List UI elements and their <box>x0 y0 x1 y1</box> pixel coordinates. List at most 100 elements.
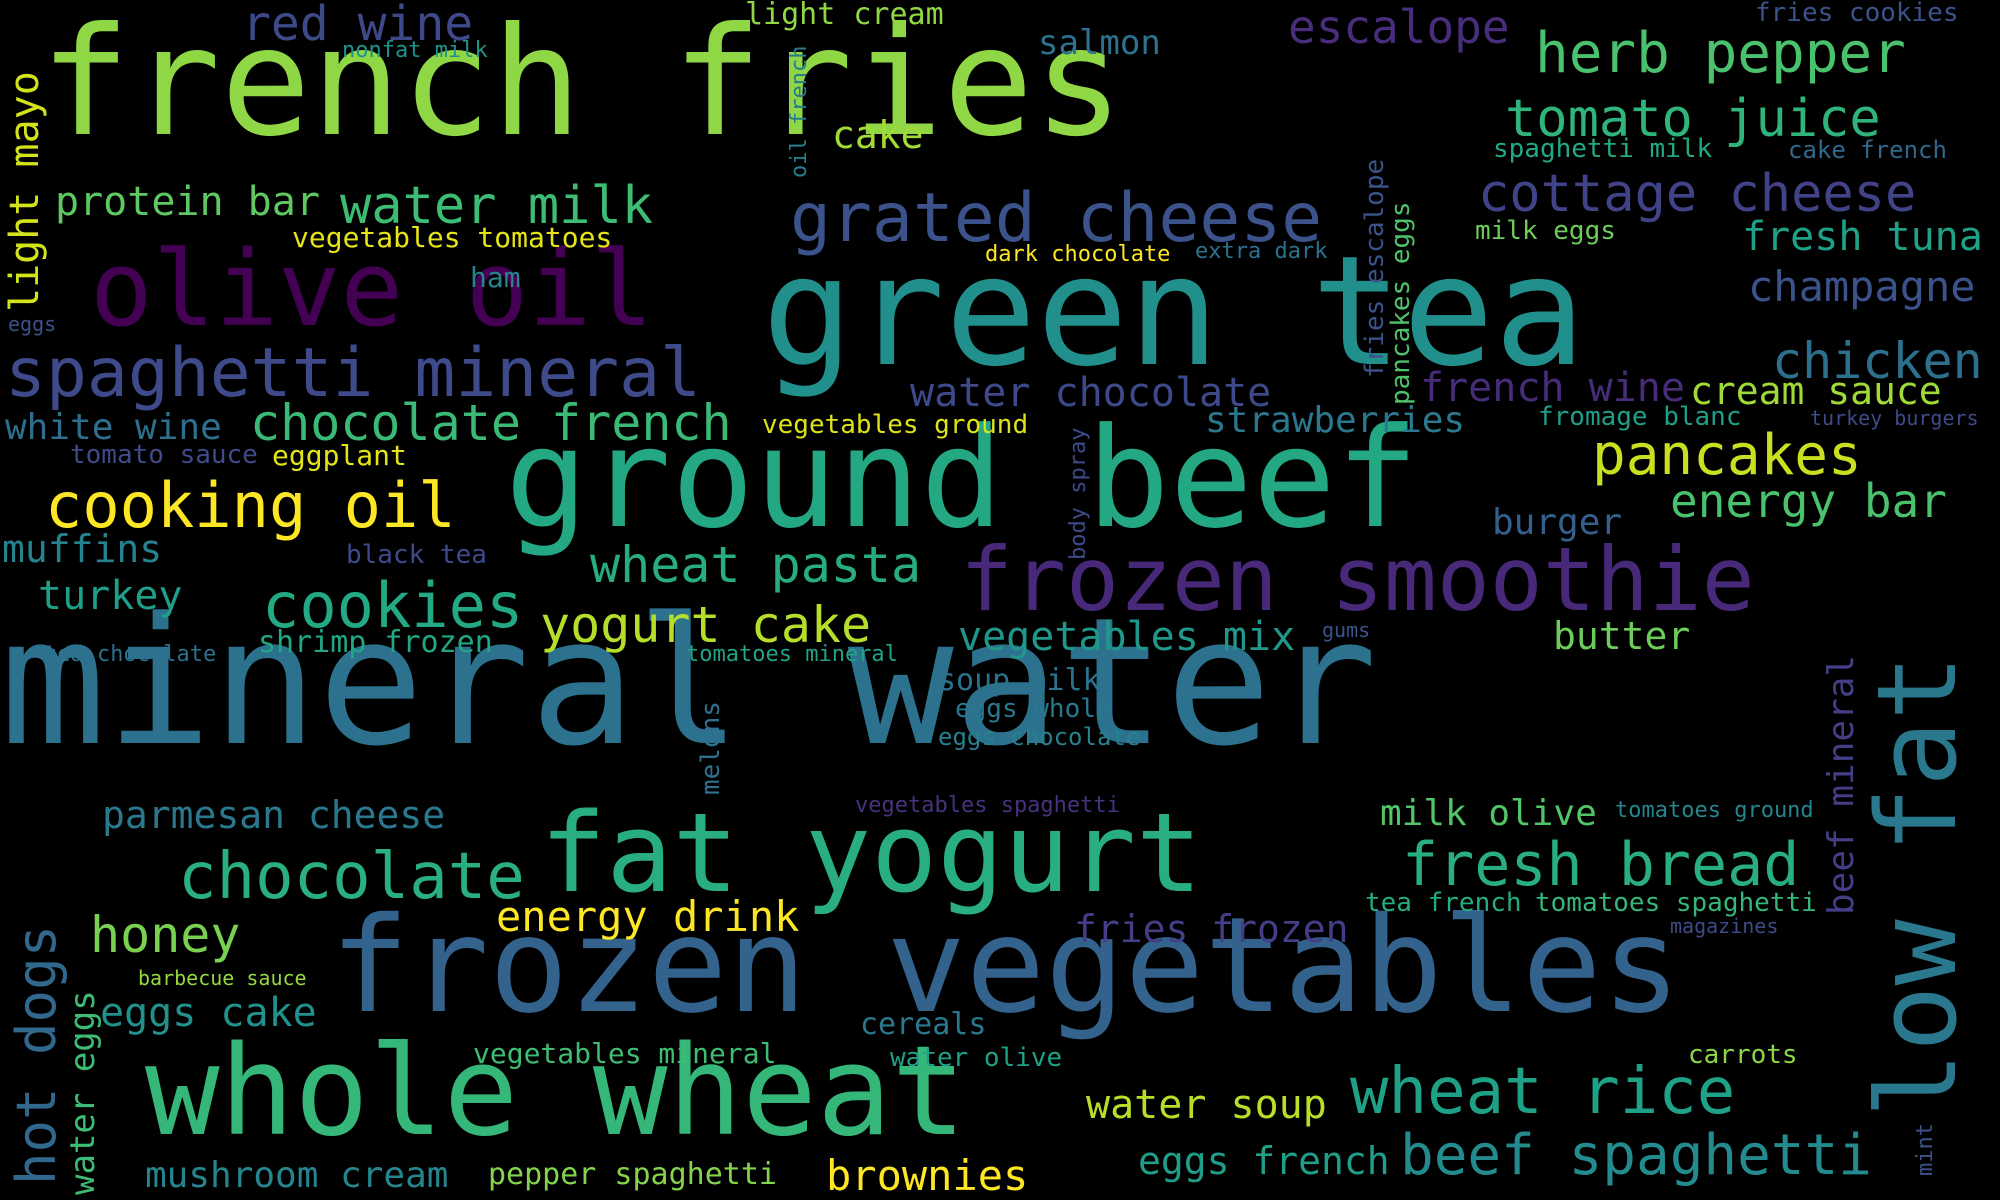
word: cake french <box>1788 136 1947 164</box>
word: white wine <box>5 407 222 448</box>
word: water eggs <box>63 990 103 1195</box>
word: energy drink <box>496 892 800 941</box>
word: champagne <box>1748 262 1976 311</box>
word: vegetables spaghetti <box>855 793 1120 818</box>
word: strawberries <box>1205 400 1466 441</box>
word: cereals <box>860 1007 987 1042</box>
word: beef spaghetti <box>1400 1123 1873 1188</box>
word: mint <box>1913 1123 1938 1176</box>
word: water olive <box>890 1043 1063 1073</box>
word: fromage blanc <box>1538 402 1742 432</box>
word: cookies <box>262 569 524 642</box>
word: eggs <box>8 312 57 336</box>
word: soup milk <box>938 663 1101 698</box>
word: frozen smoothie <box>960 528 1755 631</box>
word: pancakes eggs <box>1386 201 1416 406</box>
word: ham <box>470 261 521 294</box>
word: low fat <box>1853 654 1981 1118</box>
word: turkey burgers <box>1810 406 1979 430</box>
word: eggplant <box>272 439 407 472</box>
word: tomatoes mineral <box>686 642 898 667</box>
word: spaghetti milk <box>1493 134 1713 164</box>
word: tomatoes spaghetti <box>1535 888 1817 918</box>
word: escalope <box>1288 0 1510 54</box>
word: eggs chocolate <box>938 723 1141 751</box>
word: oil french <box>787 45 812 178</box>
word: cooking oil <box>45 469 456 542</box>
word: cottage cheese <box>1478 164 1917 224</box>
word: magazines <box>1670 914 1779 938</box>
word: mushroom cream <box>145 1155 449 1196</box>
word: french fries <box>40 0 1124 170</box>
word: tomato sauce <box>70 440 258 470</box>
word: extra dark <box>1195 239 1328 264</box>
word: pepper spaghetti <box>488 1157 777 1192</box>
word: eggs whole <box>955 694 1112 724</box>
word: fresh tuna <box>1742 214 1983 260</box>
word: chicken <box>1772 332 1983 390</box>
word: carrots <box>1688 1040 1798 1070</box>
word: yogurt cake <box>540 596 872 654</box>
word: body spray <box>1066 427 1091 560</box>
word: green tea <box>762 223 1586 400</box>
word: frozen vegetables <box>330 889 1682 1043</box>
word: nonfat milk <box>342 38 488 63</box>
word: eggs cake <box>100 990 317 1036</box>
word: vegetables ground <box>762 410 1029 440</box>
word: fat yogurt <box>540 789 1203 917</box>
word: mineral water <box>0 580 1378 785</box>
word: tea chocolate <box>44 642 217 667</box>
word: beef mineral <box>1821 654 1862 915</box>
word: turkey <box>38 573 183 619</box>
word: vegetables mineral <box>473 1037 777 1070</box>
word: olive oil <box>90 228 654 350</box>
word: light mayo <box>2 71 48 312</box>
word: tomato juice <box>1505 89 1881 149</box>
word: wheat pasta <box>590 536 922 594</box>
word: black tea <box>346 540 487 570</box>
word: french wine <box>1420 365 1685 411</box>
word: pancakes <box>1592 423 1862 488</box>
word: spaghetti mineral <box>5 334 701 413</box>
word: cream sauce <box>1690 369 1942 413</box>
word: tomatoes ground <box>1615 798 1814 823</box>
word: water soup <box>1086 1082 1327 1128</box>
word: hot dogs <box>5 924 68 1185</box>
word: milk olive <box>1380 793 1597 834</box>
word: melons <box>696 701 726 795</box>
word: chocolate french <box>250 394 732 452</box>
word: dark chocolate <box>985 242 1171 267</box>
word: water chocolate <box>910 370 1272 416</box>
word: muffins <box>2 527 163 571</box>
word: milk eggs <box>1475 216 1616 246</box>
word: water milk <box>340 176 654 236</box>
word: chocolate <box>178 840 525 914</box>
word: herb pepper <box>1535 21 1906 86</box>
word: barbecue sauce <box>138 966 307 990</box>
word: vegetables tomatoes <box>292 221 613 254</box>
word: cake <box>832 113 924 157</box>
word: parmesan cheese <box>102 793 446 837</box>
word: grated cheese <box>790 179 1323 258</box>
word: salmon <box>1038 23 1161 63</box>
word: butter <box>1553 614 1691 658</box>
word: burger <box>1492 502 1623 543</box>
word: brownies <box>826 1151 1029 1200</box>
word: ground beef <box>505 398 1419 559</box>
word: shrimp frozen <box>258 625 493 660</box>
word: honey <box>90 906 241 964</box>
word: gums <box>1322 618 1371 642</box>
word: tea french <box>1365 888 1522 918</box>
word: protein bar <box>55 179 320 225</box>
word: eggs french <box>1138 1139 1390 1183</box>
word: fresh bread <box>1402 830 1800 900</box>
word: fries escalope <box>1360 158 1390 378</box>
word: light cream <box>745 0 944 32</box>
word: fries frozen <box>1074 907 1349 951</box>
word: red wine <box>242 0 474 52</box>
word: vegetables mix <box>958 614 1296 660</box>
word: energy bar <box>1670 474 1947 528</box>
word: fries cookies <box>1755 0 1959 28</box>
word: whole wheat <box>145 1020 967 1164</box>
